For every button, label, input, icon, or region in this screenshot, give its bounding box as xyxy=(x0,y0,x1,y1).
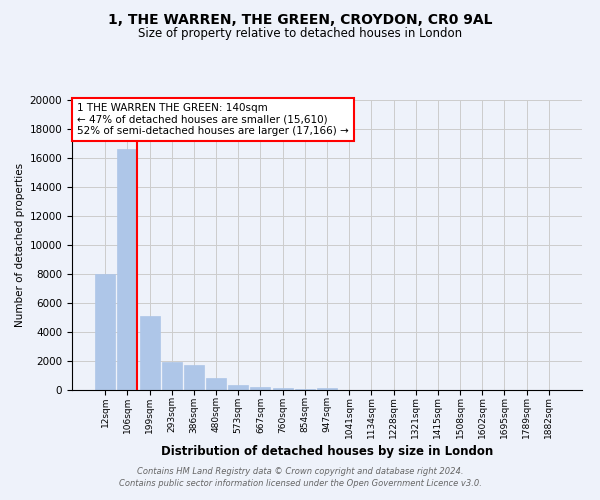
Bar xyxy=(250,387,271,390)
X-axis label: Distribution of detached houses by size in London: Distribution of detached houses by size … xyxy=(161,446,493,458)
Bar xyxy=(162,362,182,390)
Bar xyxy=(317,388,337,390)
Bar xyxy=(206,378,226,390)
Bar xyxy=(228,385,248,390)
Text: 1, THE WARREN, THE GREEN, CROYDON, CR0 9AL: 1, THE WARREN, THE GREEN, CROYDON, CR0 9… xyxy=(108,12,492,26)
Bar xyxy=(184,364,204,390)
Text: Size of property relative to detached houses in London: Size of property relative to detached ho… xyxy=(138,28,462,40)
Bar xyxy=(140,316,160,390)
Bar xyxy=(272,388,293,390)
Bar xyxy=(295,388,315,390)
Y-axis label: Number of detached properties: Number of detached properties xyxy=(16,163,25,327)
Bar xyxy=(95,274,115,390)
Bar xyxy=(118,150,137,390)
Text: Contains HM Land Registry data © Crown copyright and database right 2024.
Contai: Contains HM Land Registry data © Crown c… xyxy=(119,466,481,487)
Text: 1 THE WARREN THE GREEN: 140sqm
← 47% of detached houses are smaller (15,610)
52%: 1 THE WARREN THE GREEN: 140sqm ← 47% of … xyxy=(77,103,349,136)
